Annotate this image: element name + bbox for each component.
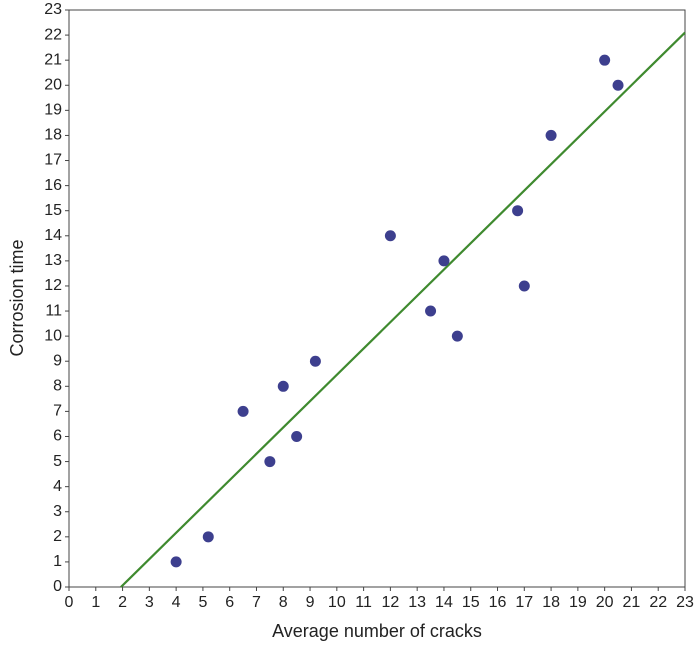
y-tick-label: 15: [44, 202, 62, 219]
x-tick-label: 1: [91, 594, 100, 611]
x-tick-label: 7: [252, 594, 261, 611]
y-tick-label: 23: [44, 1, 62, 18]
x-tick-label: 11: [355, 594, 372, 611]
y-tick-label: 22: [44, 26, 62, 43]
y-axis-title: Corrosion time: [7, 239, 27, 356]
point: [291, 430, 303, 442]
y-tick-label: 6: [53, 428, 62, 445]
y-tick-label: 8: [53, 378, 62, 395]
y-tick-label: 20: [44, 76, 62, 93]
x-tick-label: 12: [381, 594, 399, 611]
point: [264, 456, 276, 468]
y-tick-label: 19: [44, 102, 62, 119]
y-tick-label: 21: [44, 51, 62, 68]
point: [512, 205, 524, 217]
x-tick-label: 13: [408, 594, 426, 611]
point: [170, 556, 182, 568]
point: [438, 255, 450, 267]
y-tick-label: 12: [44, 277, 62, 294]
point: [237, 405, 249, 417]
point: [309, 355, 321, 367]
point: [425, 305, 437, 317]
x-tick-label: 0: [65, 594, 74, 611]
fit-line: [120, 31, 686, 588]
x-tick-label: 15: [462, 594, 480, 611]
x-tick-label: 14: [435, 594, 453, 611]
x-tick-label: 10: [328, 594, 346, 611]
y-tick-label: 16: [44, 177, 62, 194]
x-tick-label: 4: [172, 594, 181, 611]
point: [612, 79, 624, 91]
x-tick-label: 5: [198, 594, 207, 611]
point: [599, 54, 611, 66]
x-tick-label: 17: [515, 594, 533, 611]
y-tick-label: 5: [53, 453, 62, 470]
x-tick-label: 9: [306, 594, 315, 611]
point: [277, 380, 289, 392]
x-tick-label: 6: [225, 594, 234, 611]
x-axis-title: Average number of cracks: [272, 621, 482, 641]
point: [545, 129, 557, 141]
point: [451, 330, 463, 342]
x-tick-label: 20: [596, 594, 614, 611]
y-tick-label: 9: [53, 352, 62, 369]
y-tick-label: 11: [45, 302, 62, 319]
y-tick-label: 2: [53, 528, 62, 545]
y-tick-label: 13: [44, 252, 62, 269]
x-tick-label: 16: [489, 594, 507, 611]
y-tick-label: 3: [53, 503, 62, 520]
x-tick-label: 21: [623, 594, 641, 611]
y-tick-label: 7: [53, 403, 62, 420]
y-tick-label: 1: [53, 553, 62, 570]
y-tick-label: 0: [53, 578, 62, 595]
y-tick-label: 14: [44, 227, 62, 244]
x-tick-label: 23: [676, 594, 694, 611]
point: [518, 280, 530, 292]
x-tick-label: 8: [279, 594, 288, 611]
plot-frame: [68, 9, 686, 588]
point: [384, 230, 396, 242]
y-tick-label: 17: [44, 152, 62, 169]
point: [202, 531, 214, 543]
y-tick-label: 18: [44, 127, 62, 144]
x-tick-label: 3: [145, 594, 154, 611]
x-tick-label: 22: [649, 594, 667, 611]
y-tick-label: 4: [53, 478, 62, 495]
x-tick-label: 18: [542, 594, 560, 611]
y-tick-label: 10: [44, 327, 62, 344]
x-tick-label: 2: [118, 594, 127, 611]
x-tick-label: 19: [569, 594, 587, 611]
